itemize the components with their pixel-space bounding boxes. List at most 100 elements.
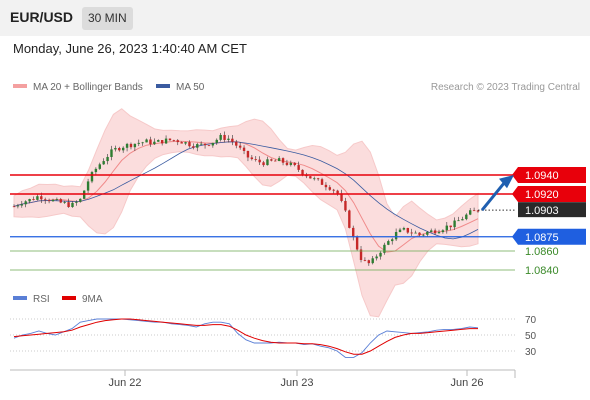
rsi-tick-label-70: 70: [525, 315, 537, 326]
candle-body: [90, 172, 94, 182]
candle-body: [472, 210, 476, 212]
candle-body: [172, 140, 176, 141]
candle-body: [258, 159, 261, 163]
candle-body: [406, 227, 410, 233]
candle-body: [250, 157, 254, 160]
candle-body: [433, 230, 437, 234]
candle-body: [125, 143, 129, 148]
candle-body: [102, 161, 105, 165]
candle-body: [387, 241, 390, 245]
rsi-legend-label: RSI: [33, 294, 50, 305]
candle-body: [445, 225, 449, 231]
price-levels: 1.0940 1.0920 1.0903 1.0875 1.0860 1.0840: [10, 167, 586, 277]
candle-body: [301, 169, 304, 175]
candle-body: [437, 232, 441, 234]
candle-body: [98, 164, 101, 169]
candle-body: [211, 142, 215, 146]
candle-body: [426, 231, 429, 235]
candle-body: [332, 189, 335, 191]
candle-body: [449, 225, 452, 228]
candle-body: [153, 141, 156, 145]
timeframe-button[interactable]: 30 MIN: [82, 7, 133, 30]
candle-body: [40, 196, 43, 200]
candle-body: [188, 142, 191, 147]
candle-body: [63, 202, 66, 203]
candle-body: [254, 159, 257, 160]
candle-body: [43, 199, 47, 201]
resistance-tag-1-0940: [512, 167, 586, 183]
support-tag-1-0875: [512, 228, 586, 245]
candle-body: [149, 139, 152, 145]
rsi-ma9-line: [13, 318, 478, 355]
candle-body: [465, 214, 468, 220]
candle-body: [196, 144, 199, 148]
candle-body: [328, 187, 332, 190]
candle-body: [32, 199, 35, 200]
candle-body: [203, 143, 207, 146]
candle-body: [176, 140, 179, 143]
candle-body: [375, 256, 378, 259]
candle-body: [67, 202, 70, 208]
candle-body: [371, 258, 374, 264]
candle-body: [410, 232, 413, 234]
rsi-panel: 70 50 30: [10, 315, 537, 358]
candle-body: [379, 252, 382, 257]
candle-body: [160, 140, 164, 144]
candle-body: [157, 140, 160, 142]
candle-body: [129, 143, 133, 148]
candle-body: [285, 162, 289, 165]
ma50-legend-swatch: [156, 84, 170, 88]
candle-body: [246, 150, 250, 158]
candle-body: [51, 199, 55, 202]
ma9-legend-label: 9MA: [82, 294, 103, 305]
candle-body: [297, 165, 300, 170]
candle-body: [391, 239, 394, 242]
symbol-label: EUR/USD: [10, 9, 74, 25]
candle-body: [274, 160, 277, 162]
candle-body: [453, 220, 456, 228]
candle-body: [309, 176, 312, 179]
candle-body: [24, 201, 27, 205]
candle-body: [114, 147, 117, 150]
x-tick-label-1: Jun 23: [280, 377, 313, 389]
candle-body: [418, 232, 421, 235]
candle-body: [367, 260, 371, 264]
candle-body: [184, 142, 187, 144]
candle-body: [422, 234, 425, 236]
last-price-tag: [518, 202, 586, 218]
support-minor-label-1-0860: 1.0860: [525, 246, 559, 258]
candle-body: [227, 138, 230, 140]
candle-body: [55, 199, 59, 200]
candle-body: [47, 200, 51, 202]
candle-body: [293, 162, 296, 166]
candle-body: [476, 210, 480, 212]
x-axis: Jun 22 Jun 23 Jun 26: [108, 370, 484, 389]
candle-body: [414, 232, 417, 234]
candle-body: [145, 139, 148, 143]
candle-body: [266, 159, 269, 166]
candle-body: [137, 142, 140, 144]
candle-body: [363, 259, 367, 261]
candle-body: [168, 138, 172, 141]
forecast-arrow-head: [499, 175, 514, 189]
candle-body: [16, 205, 20, 207]
bollinger-band-fill: [13, 108, 479, 318]
candle-body: [75, 201, 78, 203]
candle-body: [223, 134, 226, 140]
x-tick-label-0: Jun 22: [108, 377, 141, 389]
bollinger-legend-swatch: [13, 84, 27, 88]
candle-body: [313, 178, 316, 180]
candle-body: [394, 232, 398, 240]
rsi-legend-swatch: [13, 296, 27, 300]
forecast-arrow-shaft: [480, 179, 508, 212]
x-tick-label-2: Jun 26: [450, 377, 483, 389]
candle-body: [192, 146, 195, 148]
support-label-1-0875: 1.0875: [525, 232, 559, 244]
resistance-tag-1-0920: [512, 186, 586, 202]
candle-body: [79, 198, 82, 202]
candle-body: [238, 145, 242, 148]
candle-body: [215, 139, 218, 143]
candle-body: [402, 227, 406, 230]
candle-body: [398, 229, 402, 233]
